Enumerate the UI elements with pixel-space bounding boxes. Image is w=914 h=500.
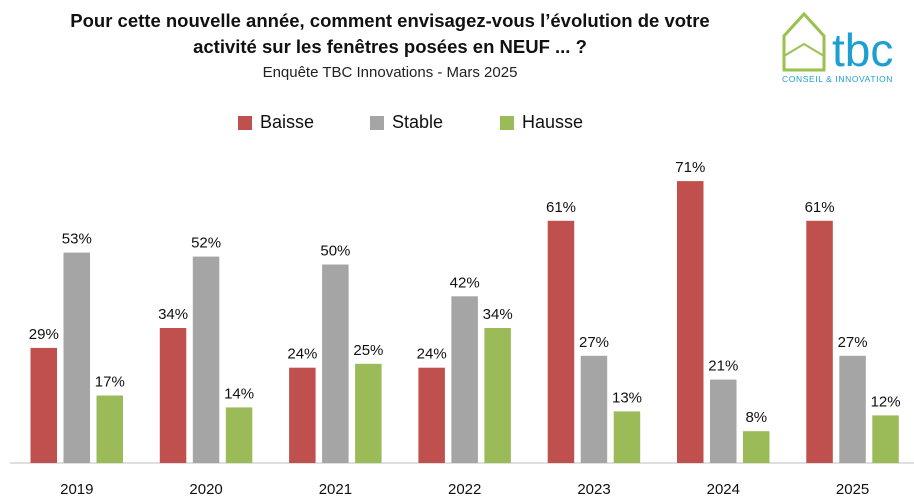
x-tick-label-2022: 2022 — [448, 481, 481, 498]
data-label-hausse-2020: 14% — [224, 385, 254, 402]
bar-stable-2019 — [63, 252, 90, 463]
data-label-hausse-2022: 34% — [483, 306, 513, 323]
bar-baisse-2024 — [677, 181, 704, 463]
data-label-stable-2021: 50% — [320, 243, 350, 260]
bar-stable-2021 — [322, 264, 349, 463]
x-tick-label-2024: 2024 — [707, 481, 740, 498]
bar-baisse-2020 — [159, 328, 187, 463]
house-icon — [782, 11, 826, 72]
bar-hausse-2022 — [484, 328, 511, 463]
logo-text: tbc — [832, 24, 893, 76]
data-label-stable-2020: 52% — [191, 235, 221, 252]
x-tick-label-2020: 2020 — [189, 481, 222, 498]
logo-tagline: CONSEIL & INNOVATION — [782, 74, 893, 84]
legend-item-stable: Stable — [370, 112, 443, 133]
legend-label-stable: Stable — [392, 112, 444, 132]
legend-label-hausse: Hausse — [522, 112, 584, 132]
data-label-stable-2022: 42% — [450, 274, 480, 291]
data-label-hausse-2025: 12% — [871, 393, 901, 410]
bar-stable-2020 — [192, 256, 220, 463]
bar-hausse-2020 — [225, 407, 253, 463]
x-tick-label-2021: 2021 — [319, 481, 352, 498]
title-line-1: Pour cette nouvelle année, comment envis… — [70, 10, 710, 31]
data-label-hausse-2021: 25% — [353, 342, 383, 359]
legend: Baisse Stable Hausse — [0, 112, 914, 136]
legend-swatch-stable — [370, 115, 384, 130]
bar-stable-2022 — [451, 296, 478, 463]
data-label-baisse-2023: 61% — [546, 199, 576, 216]
bar-hausse-2023 — [613, 411, 641, 463]
chart-subtitle: Enquête TBC Innovations - Mars 2025 — [262, 64, 518, 81]
data-label-baisse-2019: 29% — [29, 326, 59, 343]
legend-label-baisse: Baisse — [260, 112, 315, 132]
chart-title: Pour cette nouvelle année, comment envis… — [10, 8, 770, 81]
x-tick-label-2019: 2019 — [60, 481, 93, 498]
legend-swatch-hausse — [500, 115, 514, 130]
bar-baisse-2023 — [547, 220, 575, 463]
tbc-logo: tbc CONSEIL & INNOVATION — [780, 8, 914, 88]
x-tick-label-2023: 2023 — [577, 481, 610, 498]
data-label-hausse-2024: 8% — [745, 409, 767, 426]
x-tick-label-2025: 2025 — [836, 481, 869, 498]
data-label-hausse-2023: 13% — [612, 389, 642, 406]
data-label-baisse-2022: 24% — [417, 346, 447, 363]
legend-item-baisse: Baisse — [238, 112, 314, 133]
data-label-stable-2025: 27% — [838, 334, 868, 351]
legend-item-hausse: Hausse — [500, 112, 583, 133]
bar-hausse-2019 — [96, 395, 123, 463]
bar-hausse-2025 — [872, 415, 899, 463]
data-label-baisse-2020: 34% — [158, 306, 188, 323]
data-label-hausse-2019: 17% — [95, 374, 125, 391]
bar-stable-2025 — [839, 355, 866, 463]
data-label-baisse-2021: 24% — [287, 346, 317, 363]
data-label-stable-2024: 21% — [708, 358, 738, 375]
bar-hausse-2024 — [743, 431, 770, 463]
data-label-baisse-2025: 61% — [805, 199, 835, 216]
bar-baisse-2025 — [806, 220, 833, 463]
bar-baisse-2019 — [30, 347, 57, 463]
bar-baisse-2021 — [289, 367, 316, 463]
title-line-2: activité sur les fenêtres posées en NEUF… — [193, 36, 587, 57]
data-label-baisse-2024: 71% — [675, 159, 705, 176]
legend-swatch-baisse — [238, 115, 252, 130]
bar-stable-2023 — [580, 355, 608, 463]
data-label-stable-2023: 27% — [579, 334, 609, 351]
data-label-stable-2019: 53% — [62, 231, 92, 248]
bar-hausse-2021 — [355, 363, 382, 464]
bar-stable-2024 — [710, 379, 737, 463]
bar-baisse-2022 — [418, 367, 445, 463]
